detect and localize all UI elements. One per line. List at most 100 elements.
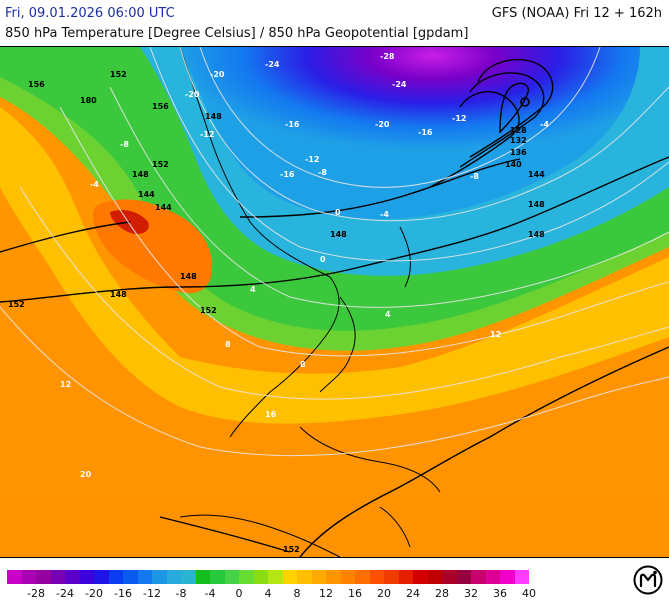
model-run-label: GFS (NOAA) Fri 12 + 162h (491, 6, 662, 21)
temp-label: 4 (250, 285, 256, 294)
temp-label: -8 (318, 168, 327, 177)
legend-swatch (456, 570, 471, 584)
legend-tick-label: 0 (235, 587, 243, 600)
meteologix-m-logo-icon (633, 565, 663, 595)
contour-labels: 156 152 180 156 148 152 148 144 144 148 … (8, 52, 549, 554)
temp-label: 12 (490, 330, 501, 339)
temp-label: 8 (225, 340, 231, 349)
legend-swatch (50, 570, 65, 584)
legend-swatch (471, 570, 486, 584)
geo-label: 140 (505, 160, 522, 169)
legend-swatch (340, 570, 355, 584)
valid-time-label: Fri, 09.01.2026 06:00 UTC (5, 6, 175, 21)
legend-swatch (94, 570, 109, 584)
temp-label: -12 (305, 155, 319, 164)
geo-label: 152 (8, 300, 25, 309)
legend-swatch (268, 570, 283, 584)
temp-label: -20 (375, 120, 390, 129)
isotherms (0, 46, 669, 457)
geo-label: 152 (110, 70, 127, 79)
legend-tick-label: 12 (319, 587, 333, 600)
geo-label: 144 (138, 190, 155, 199)
temp-label: -4 (90, 180, 99, 189)
legend-swatch (311, 570, 326, 584)
geo-label: 144 (528, 170, 545, 179)
temp-label: -24 (265, 60, 280, 69)
legend-tick-label: 32 (464, 587, 478, 600)
weather-map[interactable]: 156 152 180 156 148 152 148 144 144 148 … (0, 46, 669, 558)
legend-swatch (297, 570, 312, 584)
temp-label: 12 (60, 380, 71, 389)
legend-swatch (413, 570, 428, 584)
legend-tick-label: -8 (175, 587, 187, 600)
legend-swatch (485, 570, 500, 584)
legend-tick-label: 24 (406, 587, 420, 600)
legend-tick-label: -4 (204, 587, 216, 600)
legend-swatch (355, 570, 370, 584)
legend-swatch (210, 570, 225, 584)
legend-swatch (442, 570, 457, 584)
temp-label: 16 (265, 410, 277, 419)
geo-label: 148 (528, 230, 545, 239)
legend-swatch (36, 570, 51, 584)
legend-tick-label: -24 (56, 587, 74, 600)
geo-label: 148 (205, 112, 222, 121)
legend-swatch (137, 570, 152, 584)
parameter-label: 850 hPa Temperature [Degree Celsius] / 8… (5, 26, 469, 41)
legend-swatch (65, 570, 80, 584)
legend-tick-label: 4 (264, 587, 272, 600)
legend-tick-label: -16 (114, 587, 132, 600)
temp-label: 4 (385, 310, 391, 319)
geo-label: 132 (510, 136, 527, 145)
geo-label: 148 (528, 200, 545, 209)
temp-label: -8 (120, 140, 129, 149)
temp-label: -20 (185, 90, 200, 99)
temp-label: 20 (80, 470, 92, 479)
temp-label: -4 (380, 210, 389, 219)
geo-label: 136 (510, 148, 527, 157)
low-center-icon (520, 97, 530, 107)
temp-label: 8 (300, 360, 306, 369)
temp-label: -16 (285, 120, 300, 129)
legend-tick-label: 20 (377, 587, 391, 600)
legend-tick-label: -12 (143, 587, 161, 600)
geo-label: 128 (510, 126, 527, 135)
legend-swatch (181, 570, 196, 584)
legend-swatch (79, 570, 94, 584)
geo-label: 152 (283, 545, 300, 554)
legend-swatch (398, 570, 413, 584)
geo-label: 156 (28, 80, 45, 89)
legend-swatch (239, 570, 254, 584)
temp-label: -12 (200, 130, 214, 139)
legend-swatch (326, 570, 341, 584)
legend-swatch (123, 570, 138, 584)
legend-swatch (253, 570, 268, 584)
temp-label: 0 (320, 255, 326, 264)
geo-label: 152 (200, 306, 217, 315)
legend-swatch (166, 570, 181, 584)
legend-swatch (108, 570, 123, 584)
geo-label: 180 (80, 96, 97, 105)
geo-label: 148 (110, 290, 127, 299)
geo-label: 148 (132, 170, 149, 179)
temp-label: -24 (392, 80, 407, 89)
legend-swatch (369, 570, 384, 584)
temperature-legend: -28 -24 -20 -16 -12 -8 -4 0 4 8 12 16 20 24 28 32 36 40 (0, 560, 669, 600)
map-header: Fri, 09.01.2026 06:00 UTC GFS (NOAA) Fri… (0, 0, 669, 46)
legend-swatch (195, 570, 210, 584)
geo-label: 152 (152, 160, 169, 169)
coastlines (179, 46, 441, 558)
legend-ticks: -28 -24 -20 -16 -12 -8 -4 0 4 8 12 16 20 24 28 32 36 40 (0, 587, 669, 601)
weather-map-canvas: 156 152 180 156 148 152 148 144 144 148 … (0, 46, 669, 558)
geo-label: 144 (155, 203, 172, 212)
temp-label: -16 (280, 170, 295, 179)
legend-swatch (152, 570, 167, 584)
temp-label: -28 (380, 52, 395, 61)
legend-swatch (21, 570, 36, 584)
temp-label: -4 (540, 120, 549, 129)
legend-swatch (427, 570, 442, 584)
legend-tick-label: 28 (435, 587, 449, 600)
cold-core (180, 47, 640, 220)
temp-label: 0 (335, 208, 341, 217)
geo-label: 156 (152, 102, 169, 111)
